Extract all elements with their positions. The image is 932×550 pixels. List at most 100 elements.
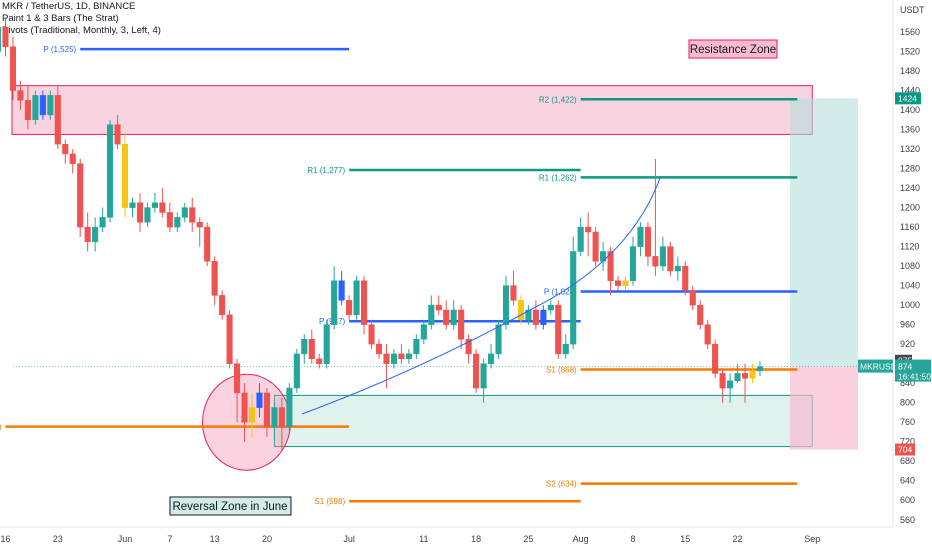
reversal-zone-box[interactable] [273,394,813,448]
candle-body[interactable] [697,304,704,325]
candle-body[interactable] [263,392,270,428]
candle-body[interactable] [0,26,2,52]
candle-body[interactable] [278,407,285,428]
candle-body[interactable] [435,304,442,311]
candle-body[interactable] [331,280,338,325]
candle-body[interactable] [62,143,69,155]
candle-body[interactable] [637,226,644,247]
indicator-strat[interactable]: Paint 1 & 3 Bars (The Strat) [2,13,119,24]
candle-body[interactable] [682,265,689,291]
candle-body[interactable] [368,324,375,345]
candle-body[interactable] [129,202,136,208]
stop-loss-box[interactable] [790,366,858,450]
candle-body[interactable] [32,95,39,121]
candle-body[interactable] [301,339,308,355]
candle-body[interactable] [308,339,315,360]
candle-body[interactable] [144,207,151,223]
candle-body[interactable] [719,373,726,389]
candle-body[interactable] [592,231,599,262]
candle-body[interactable] [614,280,622,286]
candle-body[interactable] [189,207,196,223]
candle-body[interactable] [24,100,31,121]
candle-body[interactable] [749,370,756,379]
candle-body[interactable] [159,202,166,213]
candle-body[interactable] [2,26,9,47]
candle-body[interactable] [219,295,226,316]
candle-body[interactable] [286,387,293,428]
candle-body[interactable] [181,207,188,218]
candle-body[interactable] [398,353,405,360]
candle-body[interactable] [92,226,99,242]
candle-body[interactable] [338,280,345,301]
candle-body[interactable] [510,285,517,301]
candle-body[interactable] [473,353,480,389]
candle-body[interactable] [166,212,173,228]
candle-body[interactable] [734,373,741,381]
symbol-title[interactable]: MKR / TetherUS, 1D, BINANCE [2,1,136,12]
candle-body[interactable] [248,407,256,423]
candle-body[interactable] [99,217,106,228]
candle-body[interactable] [196,221,203,228]
candle-body[interactable] [465,339,472,355]
candle-body[interactable] [151,202,158,208]
candle-body[interactable] [659,246,666,267]
candle-body[interactable] [532,309,539,325]
candle-body[interactable] [293,353,300,389]
candle-body[interactable] [107,124,114,218]
candle-body[interactable] [114,124,121,145]
candle-body[interactable] [495,324,502,355]
candle-body[interactable] [353,280,360,316]
candle-body[interactable] [458,309,465,340]
candle-body[interactable] [323,324,330,364]
candle-body[interactable] [667,246,674,272]
candle-body[interactable] [420,324,427,340]
candle-body[interactable] [517,300,524,321]
candle-body[interactable] [271,407,278,428]
candle-body[interactable] [629,246,637,282]
candle-body[interactable] [375,343,383,355]
candle-body[interactable] [17,90,24,101]
candle-body[interactable] [383,353,390,364]
candle-body[interactable] [644,226,651,257]
candle-body[interactable] [562,343,569,355]
candle-body[interactable] [54,95,61,145]
candle-body[interactable] [121,143,129,208]
candle-body[interactable] [316,358,323,364]
candle-body[interactable] [540,309,547,325]
candle-body[interactable] [136,202,144,223]
candle-body[interactable] [450,309,457,325]
candle-body[interactable] [570,251,577,345]
trend-curve[interactable] [301,177,661,415]
candle-body[interactable] [204,226,211,262]
candle-body[interactable] [77,163,84,228]
candle-body[interactable] [622,280,629,286]
candle-body[interactable] [547,304,554,311]
candle-body[interactable] [555,304,562,355]
candle-body[interactable] [174,217,181,228]
candle-body[interactable] [47,95,54,116]
candle-body[interactable] [346,300,353,316]
candle-body[interactable] [241,392,248,423]
candle-body[interactable] [577,226,584,252]
resistance-zone-box[interactable] [11,85,813,135]
candle-body[interactable] [756,366,764,372]
candle-body[interactable] [9,46,17,91]
candle-body[interactable] [488,353,495,364]
candle-body[interactable] [502,285,510,325]
candle-body[interactable] [712,343,719,374]
candle-body[interactable] [525,309,532,321]
candle-body[interactable] [674,265,681,272]
candle-body[interactable] [84,226,91,242]
candle-body[interactable] [704,324,711,345]
candle-body[interactable] [256,392,263,408]
candle-body[interactable] [69,153,76,164]
candle-body[interactable] [741,373,749,379]
candle-body[interactable] [405,353,412,360]
candle-body[interactable] [413,339,420,355]
candle-body[interactable] [226,314,233,364]
candle-body[interactable] [390,353,397,364]
candle-body[interactable] [727,380,734,389]
profit-target-box[interactable] [790,98,858,367]
candle-body[interactable] [428,304,435,325]
candle-body[interactable] [585,226,592,233]
